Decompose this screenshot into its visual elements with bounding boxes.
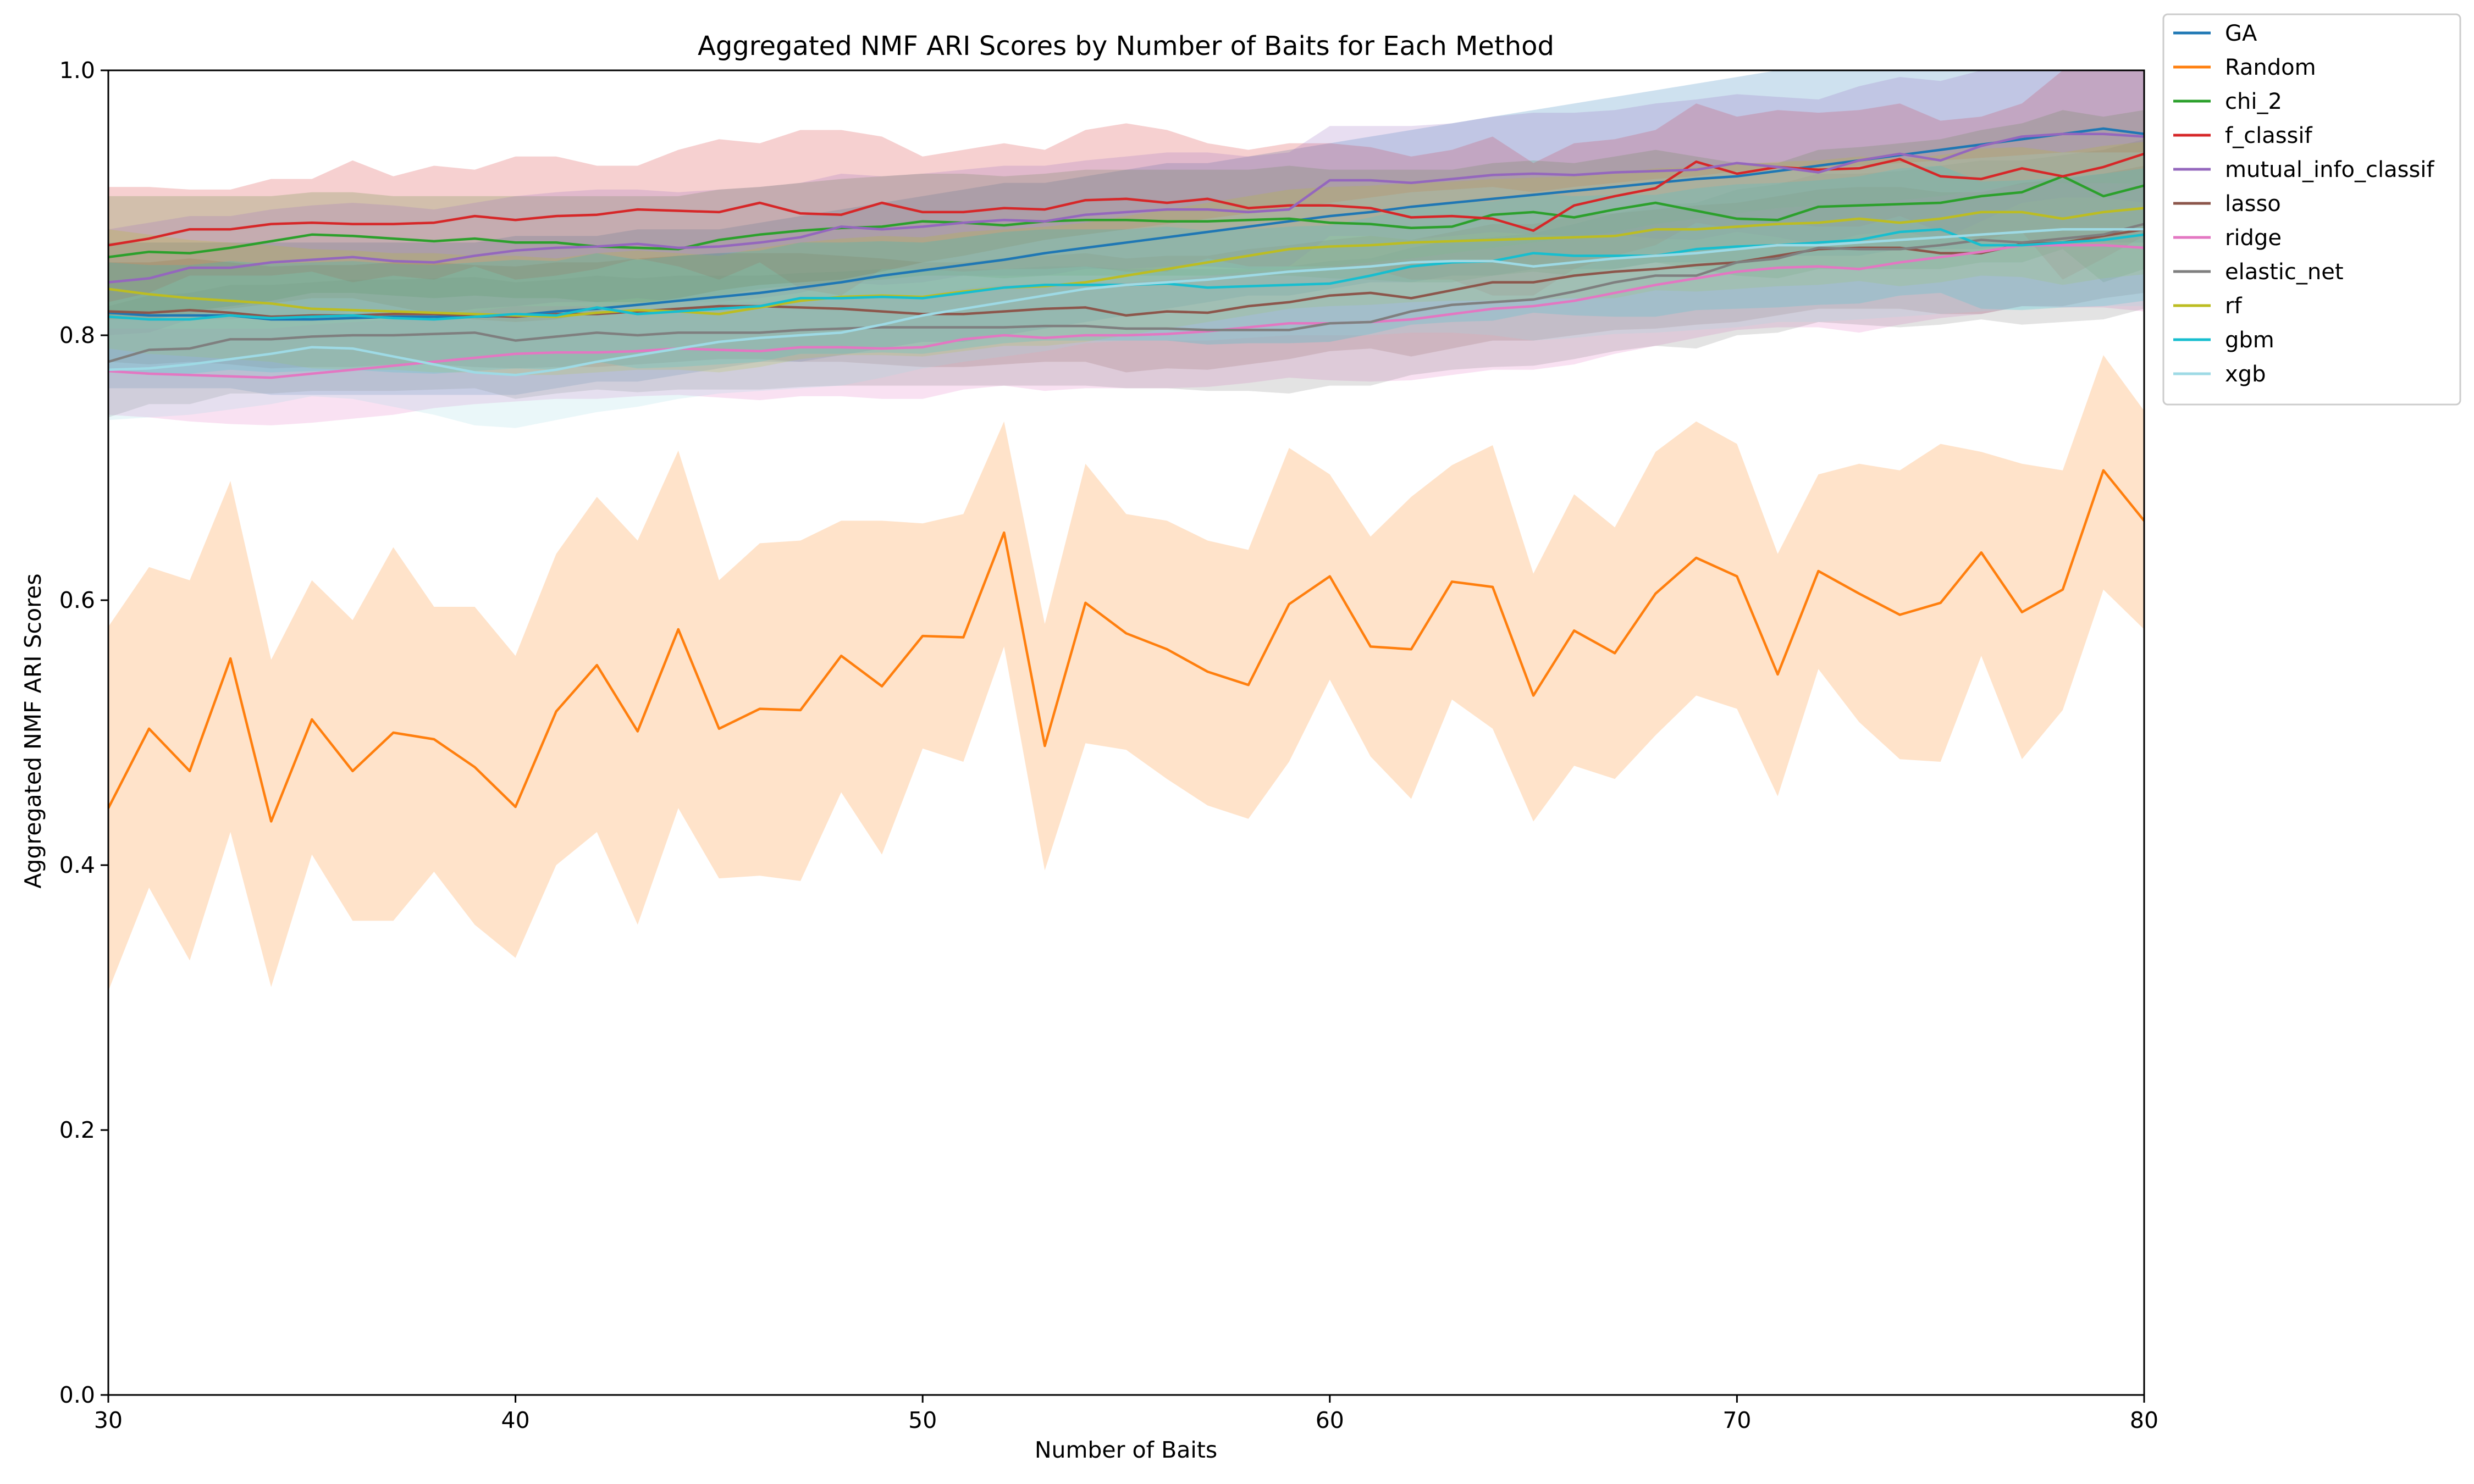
y-axis: 0.0 0.2 0.4 0.6 0.8 1.0 xyxy=(59,57,108,1408)
band-random xyxy=(108,355,2144,991)
x-axis: 30 40 50 60 70 80 xyxy=(94,1395,2158,1433)
line-elastic-net xyxy=(108,223,2144,363)
legend-label-rf: rf xyxy=(2225,294,2242,319)
legend-label-elastic-net: elastic_net xyxy=(2225,259,2344,285)
legend-label-lasso: lasso xyxy=(2225,191,2281,217)
legend-label-mutual-info-classif: mutual_info_classif xyxy=(2225,157,2434,182)
legend-label-ga: GA xyxy=(2225,21,2257,46)
legend-label-xgb: xgb xyxy=(2225,362,2266,387)
legend-box xyxy=(2162,13,2461,406)
line-random xyxy=(108,469,2144,823)
x-tick-label: 80 xyxy=(2130,1407,2158,1433)
x-tick-label: 40 xyxy=(501,1407,530,1433)
band-ridge xyxy=(108,182,2144,425)
band-rf xyxy=(108,142,2144,375)
legend: GA Random chi_2 f_classif mutual_info_classi… xyxy=(2162,13,2461,406)
legend-label-random: Random xyxy=(2225,55,2316,80)
legend-label-ridge: ridge xyxy=(2225,225,2282,251)
y-tick-label: 1.0 xyxy=(59,57,95,84)
x-tick-label: 30 xyxy=(94,1407,123,1433)
line-f-classif xyxy=(108,152,2144,247)
legend-label-gbm: gbm xyxy=(2225,328,2274,353)
band-lasso xyxy=(108,165,2144,373)
y-axis-label: Aggregated NMF ARI Scores xyxy=(20,573,46,888)
line-mutual-info-classif xyxy=(108,132,2144,284)
plot-frame xyxy=(107,69,2145,1396)
line-ga xyxy=(108,127,2144,321)
band-elastic-net xyxy=(108,139,2144,418)
y-tick-label: 0.4 xyxy=(59,852,95,878)
x-tick-label: 50 xyxy=(908,1407,937,1433)
y-tick-label: 0.6 xyxy=(59,587,95,613)
chart-title: Aggregated NMF ARI Scores by Number of B… xyxy=(698,31,1554,62)
line-rf xyxy=(108,207,2144,318)
legend-label-chi-2: chi_2 xyxy=(2225,89,2282,114)
legend-label-f-classif: f_classif xyxy=(2225,123,2312,148)
line-chi-2 xyxy=(108,175,2144,259)
y-tick-label: 0.0 xyxy=(59,1382,95,1408)
y-tick-label: 0.8 xyxy=(59,322,95,348)
line-ridge xyxy=(108,243,2144,379)
line-xgb xyxy=(108,228,2144,376)
x-tick-label: 60 xyxy=(1316,1407,1344,1433)
series-lines xyxy=(108,127,2144,823)
x-tick-label: 70 xyxy=(1722,1407,1751,1433)
y-tick-label: 0.2 xyxy=(59,1117,95,1143)
x-axis-label: Number of Baits xyxy=(1035,1437,1217,1463)
band-gbm xyxy=(108,165,2144,374)
band-mutual-info-classif xyxy=(108,70,2144,335)
